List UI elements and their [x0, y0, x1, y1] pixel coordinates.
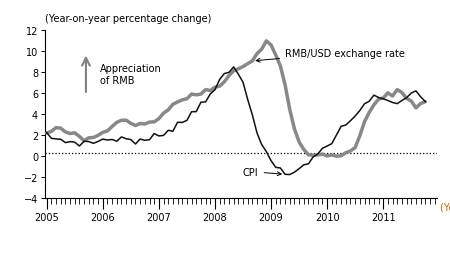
Text: (Year-on-year percentage change): (Year-on-year percentage change)	[45, 14, 212, 24]
Text: RMB/USD exchange rate: RMB/USD exchange rate	[256, 49, 405, 63]
Text: Appreciation
of RMB: Appreciation of RMB	[100, 64, 162, 85]
Text: (Year, month): (Year, month)	[441, 201, 450, 211]
Text: CPI: CPI	[243, 167, 281, 177]
